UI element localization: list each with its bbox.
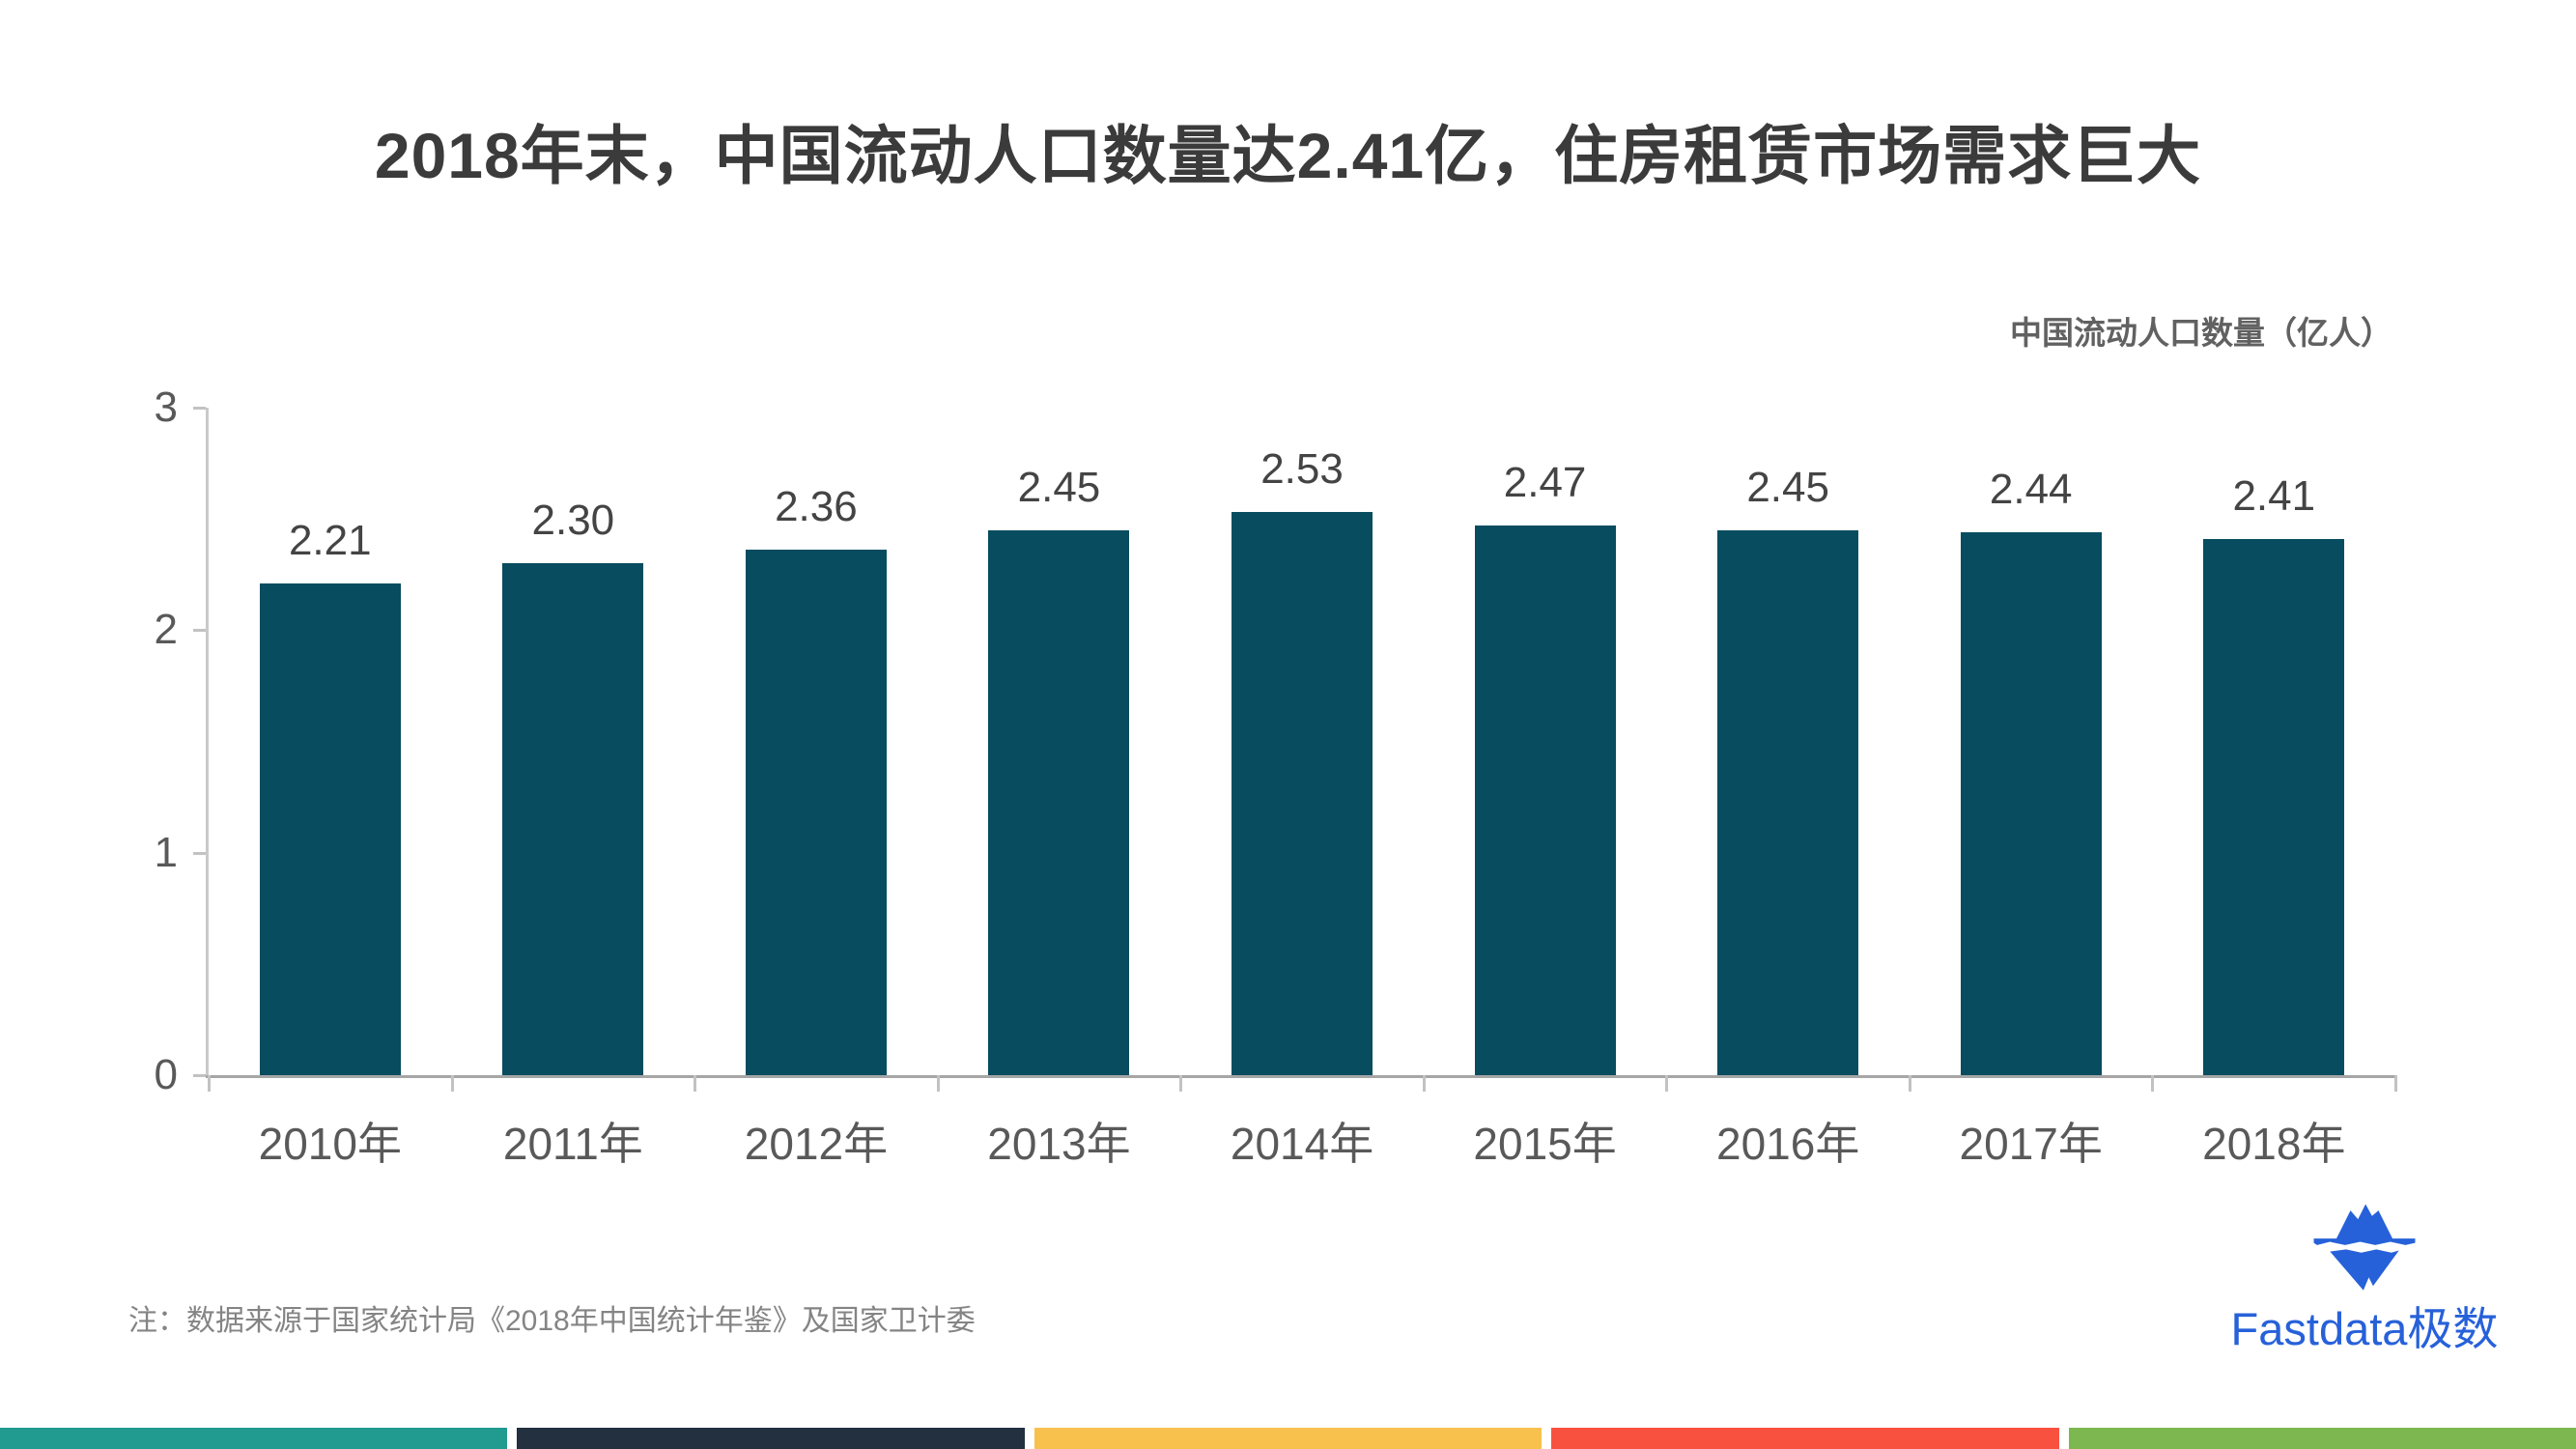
x-axis-tick [1908, 1075, 1911, 1092]
bar-2014年 [1231, 512, 1373, 1075]
y-axis-tick [193, 852, 206, 855]
bar-value-label: 2.45 [1746, 464, 1829, 511]
x-axis-label: 2016年 [1715, 1119, 1860, 1169]
x-axis-label: 2017年 [1959, 1119, 2103, 1169]
bar-value-label: 2.53 [1260, 445, 1344, 493]
bar-cell-2011年: 2.30 [452, 408, 695, 1075]
bar-value-label: 2.36 [775, 483, 858, 530]
chart-title: 2018年末，中国流动人口数量达2.41亿，住房租赁市场需求巨大 [374, 120, 2202, 191]
footer-stripe-segment [1033, 1428, 1543, 1449]
fastdata-logo: Fastdata极数 [2200, 1200, 2529, 1351]
y-axis-label: 0 [154, 1051, 178, 1098]
bar-cell-2013年: 2.45 [938, 408, 1181, 1075]
footer-stripe-segment [0, 1428, 508, 1449]
bar-2018年 [2203, 539, 2345, 1075]
bar-cell-2018年: 2.41 [2153, 408, 2396, 1075]
x-axis-tick [208, 1075, 211, 1092]
x-axis-labels: 2010年 2011年 2012年 2013年 2014年 2015年 2016年 2017年… [209, 1122, 2395, 1166]
x-axis-tick [2151, 1075, 2155, 1092]
source-note: 注：数据来源于国家统计局《2018年中国统计年鉴》及国家卫计委 [128, 1305, 976, 1337]
bar-value-label: 2.30 [531, 497, 615, 544]
x-axis-label: 2012年 [744, 1119, 889, 1169]
x-axis-line [206, 1075, 2395, 1078]
bar-2016年 [1717, 530, 1859, 1075]
x-axis-tick [936, 1075, 940, 1092]
x-axis-tick [1179, 1075, 1183, 1092]
bar-cell-2017年: 2.44 [1910, 408, 2153, 1075]
x-axis-tick [450, 1075, 454, 1092]
bar-2013年 [988, 530, 1130, 1075]
y-axis-label: 2 [154, 606, 178, 653]
y-axis-tick [193, 629, 206, 632]
bar-value-label: 2.47 [1503, 459, 1587, 506]
x-axis-label: 2013年 [987, 1119, 1131, 1169]
footer-color-stripe [0, 1428, 2576, 1449]
bar-2015年 [1474, 526, 1616, 1075]
logo-wordmark: Fastdata极数 [2230, 1303, 2499, 1354]
bar-value-label: 2.21 [288, 517, 372, 564]
x-axis-tick [1665, 1075, 1669, 1092]
x-axis-tick [694, 1075, 697, 1092]
x-axis-label: 2011年 [502, 1119, 643, 1169]
x-axis-tick [2394, 1075, 2397, 1092]
x-axis-label: 2015年 [1473, 1119, 1617, 1169]
x-axis-label: 2014年 [1230, 1119, 1374, 1169]
bars-row: 2.21 2.30 2.36 2.45 2.53 2.47 2.45 2.44 2.41 [209, 408, 2395, 1075]
y-axis-label: 3 [154, 384, 178, 431]
bar-2017年 [1960, 532, 2102, 1075]
x-axis-tick [1422, 1075, 1426, 1092]
iceberg-icon [2313, 1204, 2416, 1291]
bar-2010年 [259, 583, 401, 1075]
bar-cell-2015年: 2.47 [1424, 408, 1667, 1075]
bar-cell-2014年: 2.53 [1180, 408, 1424, 1075]
y-axis-tick [193, 1074, 206, 1077]
footer-stripe-segment [1551, 1428, 2059, 1449]
series-legend-label: 中国流动人口数量（亿人） [2010, 315, 2392, 351]
bar-cell-2012年: 2.36 [694, 408, 938, 1075]
x-axis-label: 2010年 [258, 1119, 402, 1169]
x-axis-label: 2018年 [2202, 1119, 2346, 1169]
footer-stripe-segment [517, 1428, 1025, 1449]
bar-value-label: 2.41 [2232, 472, 2316, 520]
bar-cell-2010年: 2.21 [209, 408, 452, 1075]
bar-2012年 [745, 550, 887, 1075]
y-axis-tick [193, 407, 206, 410]
bar-value-label: 2.44 [1989, 466, 2073, 513]
bar-value-label: 2.45 [1017, 464, 1101, 511]
footer-stripe-segment [2068, 1428, 2576, 1449]
y-axis-label: 1 [154, 829, 178, 876]
bar-cell-2016年: 2.45 [1666, 408, 1910, 1075]
bar-2011年 [502, 563, 644, 1075]
bar-chart-plot-area: 2.21 2.30 2.36 2.45 2.53 2.47 2.45 2.44 2.41 201… [155, 386, 2397, 1166]
